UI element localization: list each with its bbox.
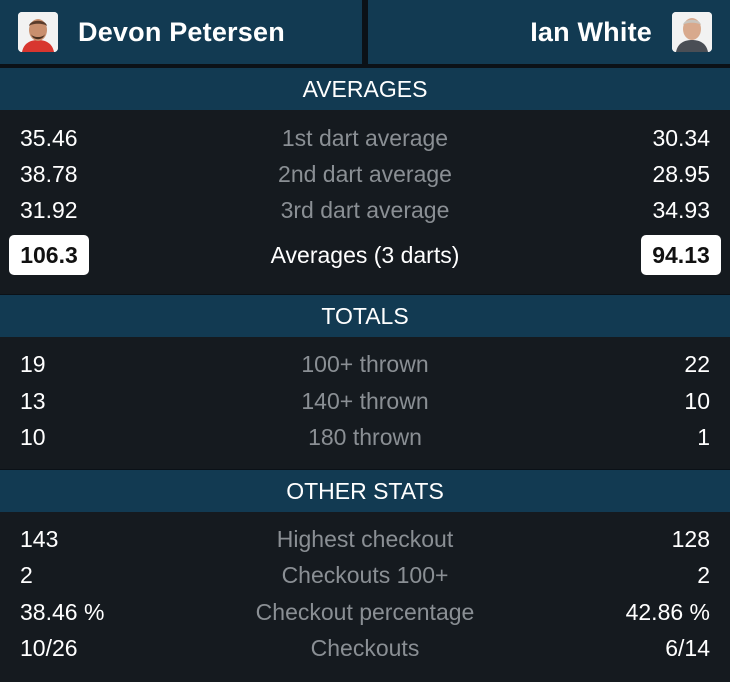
stat-row: 19 100+ thrown 22 — [0, 347, 730, 381]
stat-left-value: 35.46 — [20, 124, 78, 151]
stat-left-value: 38.46 % — [20, 598, 105, 625]
section-totals-title: TOTALS — [0, 295, 730, 337]
player-right[interactable]: Ian White — [368, 0, 730, 64]
stat-left-value: 19 — [20, 350, 46, 377]
stat-row: 13 140+ thrown 10 — [0, 384, 730, 418]
stat-left-value: 10/26 — [20, 634, 78, 661]
section-other-stats-title: OTHER STATS — [0, 470, 730, 512]
player-right-name: Ian White — [530, 16, 652, 47]
stat-right-value: 6/14 — [665, 634, 710, 661]
player-left-name: Devon Petersen — [78, 16, 285, 47]
stat-left-value: 2 — [20, 561, 33, 588]
stat-left-value: 10 — [20, 423, 46, 450]
stat-label: 140+ thrown — [301, 387, 429, 414]
stat-label: Checkouts 100+ — [281, 561, 449, 588]
person-icon — [18, 12, 58, 52]
stat-label: 3rd dart average — [280, 196, 450, 223]
stat-label: Checkout percentage — [255, 598, 475, 625]
stat-row: 10/26 Checkouts 6/14 — [0, 631, 730, 665]
stat-left-value: 143 — [20, 525, 59, 552]
stat-row: 31.92 3rd dart average 34.93 — [0, 193, 730, 227]
stat-left-value: 13 — [20, 387, 46, 414]
stat-label: 2nd dart average — [278, 160, 452, 187]
stat-row: 35.46 1st dart average 30.34 — [0, 121, 730, 155]
stat-right-value: 2 — [697, 561, 710, 588]
stat-label: Averages (3 darts) — [270, 241, 460, 268]
stat-right-value: 30.34 — [652, 124, 710, 151]
stat-right-value: 10 — [684, 387, 710, 414]
stat-right-value: 128 — [671, 525, 710, 552]
player-left-avatar — [18, 12, 58, 52]
stat-label: 100+ thrown — [301, 350, 429, 377]
stat-label: Checkouts — [310, 634, 420, 661]
stat-label: Highest checkout — [276, 525, 454, 552]
stat-row: 10 180 thrown 1 — [0, 420, 730, 454]
match-header: Devon Petersen Ian White — [0, 0, 730, 66]
stat-row-highlight: 106.3 Averages (3 darts) 94.13 — [0, 235, 730, 275]
section-averages: 35.46 1st dart average 30.34 38.78 2nd d… — [0, 110, 730, 294]
stat-right-value: 28.95 — [652, 160, 710, 187]
stat-left-value: 31.92 — [20, 196, 78, 223]
stat-right-value: 42.86 % — [625, 598, 710, 625]
player-right-avatar — [672, 12, 712, 52]
stat-right-value: 1 — [697, 423, 710, 450]
three-dart-average-left: 106.3 — [9, 235, 89, 275]
stat-right-value: 34.93 — [652, 196, 710, 223]
stat-left-value: 38.78 — [20, 160, 78, 187]
stat-label: 1st dart average — [281, 124, 449, 151]
stat-row: 143 Highest checkout 128 — [0, 522, 730, 556]
stat-row: 38.46 % Checkout percentage 42.86 % — [0, 595, 730, 629]
stat-row: 2 Checkouts 100+ 2 — [0, 558, 730, 592]
stat-row: 38.78 2nd dart average 28.95 — [0, 157, 730, 191]
section-other-stats: 143 Highest checkout 128 2 Checkouts 100… — [0, 512, 730, 682]
section-totals: 19 100+ thrown 22 13 140+ thrown 10 10 1… — [0, 337, 730, 469]
player-left[interactable]: Devon Petersen — [0, 0, 362, 64]
section-averages-title: AVERAGES — [0, 68, 730, 110]
stat-label: 180 thrown — [308, 423, 422, 450]
three-dart-average-right: 94.13 — [641, 235, 721, 275]
person-icon — [672, 12, 712, 52]
stat-right-value: 22 — [684, 350, 710, 377]
